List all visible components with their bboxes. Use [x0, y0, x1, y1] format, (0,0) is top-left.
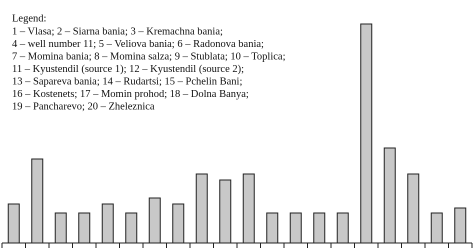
legend-line: 1 – Vlasa; 2 – Siarna bania; 3 – Kremach…: [12, 26, 223, 37]
bar: [383, 147, 396, 244]
bar: [336, 212, 349, 244]
bar: [31, 158, 44, 244]
bar: [172, 203, 185, 244]
bar: [78, 212, 91, 244]
legend-line: 19 – Pancharevo; 20 – Zheleznica: [12, 101, 155, 112]
legend-line: 7 – Momina bania; 8 – Momina salza; 9 – …: [12, 51, 286, 62]
bar: [289, 212, 302, 244]
bar: [454, 207, 467, 244]
bar: [7, 203, 20, 244]
legend-line: 13 – Sapareva bania; 14 – Rudartsi; 15 –…: [12, 76, 242, 87]
bar: [430, 212, 443, 244]
bar: [54, 212, 67, 244]
legend-line: 16 – Kostenets; 17 – Momin prohod; 18 – …: [12, 89, 249, 100]
bar: [125, 212, 138, 244]
bar: [101, 203, 114, 244]
legend-title: Legend:: [12, 13, 46, 24]
bar: [313, 212, 326, 244]
bar: [407, 173, 420, 244]
bar: [219, 179, 232, 244]
bar: [148, 197, 161, 244]
bar: [195, 173, 208, 244]
legend-line: 4 – well number 11; 5 – Veliova bania; 6…: [12, 39, 264, 50]
bar: [242, 173, 255, 244]
bar: [266, 212, 279, 244]
legend-line: 11 – Kyustendil (source 1); 12 – Kyusten…: [12, 64, 244, 75]
bar: [360, 23, 373, 244]
